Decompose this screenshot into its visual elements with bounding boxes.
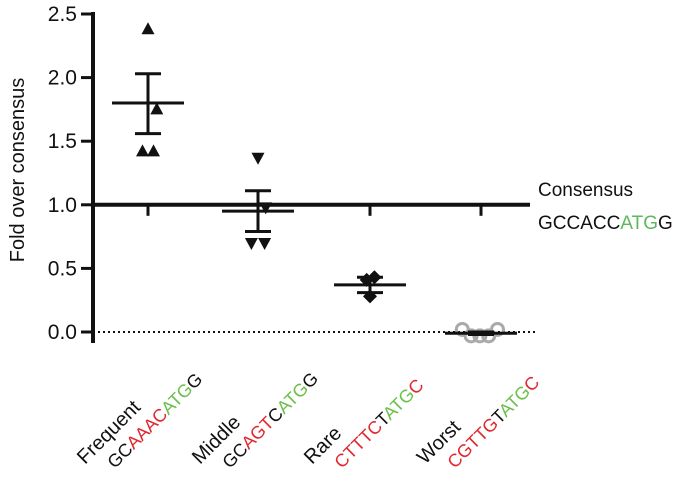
y-tick-label: 1.5 xyxy=(48,130,77,153)
data-point xyxy=(244,237,258,250)
data-point xyxy=(136,144,149,157)
sequence-segment: GCCACC xyxy=(538,213,620,234)
y-tick-label: 2.0 xyxy=(48,67,77,90)
consensus-reference-line: Consensus GCCACCATGG xyxy=(93,180,673,234)
group-worst xyxy=(445,321,517,344)
consensus-label: Consensus xyxy=(538,180,633,201)
group-frequent xyxy=(112,22,184,157)
data-point xyxy=(259,202,273,215)
y-tick-label: 0.5 xyxy=(48,257,77,280)
data-point xyxy=(150,102,164,115)
y-tick-label: 2.5 xyxy=(48,3,77,26)
group-middle xyxy=(222,152,294,250)
data-point xyxy=(490,321,505,337)
group-rare xyxy=(334,270,406,304)
category-labels: FrequentGCAAACATGGMiddleGCAGTCATGGRareCT… xyxy=(73,368,543,472)
y-axis-title: Fold over consensus xyxy=(7,78,29,263)
data-point xyxy=(258,237,272,250)
data-point xyxy=(141,22,155,35)
y-tick-label: 0.0 xyxy=(48,321,77,344)
category-sequence: CGTTGTATGC xyxy=(443,372,543,472)
consensus-sequence: GCCACCATGG xyxy=(538,213,673,234)
scatter-groups xyxy=(112,22,517,344)
sequence-segment: ATG xyxy=(620,213,658,234)
y-axis: 0.0 0.5 1.0 1.5 2.0 2.5 xyxy=(48,3,95,344)
data-point xyxy=(251,152,265,165)
sequence-segment: G xyxy=(658,213,673,234)
category-sequence: CTTTCTATGC xyxy=(330,375,427,472)
y-tick-label: 1.0 xyxy=(48,194,77,217)
data-point xyxy=(147,144,160,157)
